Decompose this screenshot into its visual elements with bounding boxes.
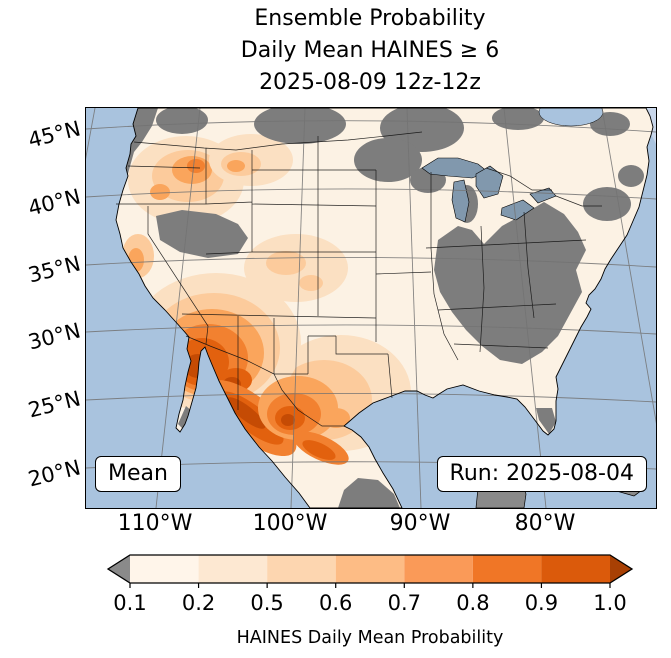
lat-tick-label-20n: 20°N bbox=[25, 455, 83, 492]
colorbar-caption: HAINES Daily Mean Probability bbox=[236, 628, 504, 648]
colorbar-tick-label: 0.8 bbox=[456, 591, 490, 615]
graticule bbox=[86, 108, 656, 508]
colorbar-segment bbox=[541, 555, 610, 583]
colorbar-segment bbox=[198, 555, 268, 583]
figure-title-line3: 2025-08-09 12z-12z bbox=[259, 70, 481, 95]
colorbar-segment bbox=[472, 555, 542, 583]
map-canvas bbox=[85, 107, 657, 509]
colorbar-tick-label: 1.0 bbox=[593, 591, 627, 615]
colorbar-segment bbox=[335, 555, 405, 583]
figure-title-line1: Ensemble Probability bbox=[254, 6, 486, 31]
colorbar-tick-label: 0.1 bbox=[113, 591, 147, 615]
colorbar bbox=[106, 554, 634, 588]
colorbar-tick-label: 0.5 bbox=[250, 591, 284, 615]
lon-tick-label-100w: 100°W bbox=[252, 511, 328, 536]
colorbar-segment bbox=[130, 555, 199, 583]
lon-tick-label-90w: 90°W bbox=[389, 511, 451, 536]
figure-title-line2: Daily Mean HAINES ≥ 6 bbox=[240, 38, 500, 63]
lat-tick-label-25n: 25°N bbox=[25, 386, 83, 423]
map-svg bbox=[86, 108, 656, 508]
run-date-badge: Run: 2025-08-04 bbox=[436, 456, 647, 492]
colorbar-tick-label: 0.6 bbox=[318, 591, 353, 615]
colorbar-segment bbox=[404, 555, 473, 583]
lat-tick-label-35n: 35°N bbox=[25, 251, 83, 288]
colorbar-over-arrow bbox=[610, 555, 632, 583]
state-borders bbox=[116, 131, 602, 427]
colorbar-tick-label: 0.2 bbox=[181, 591, 216, 615]
colorbar-under-arrow bbox=[108, 555, 130, 583]
masked-gray-regions bbox=[116, 108, 644, 508]
colorbar-segment bbox=[267, 555, 336, 583]
lat-tick-label-40n: 40°N bbox=[25, 184, 83, 221]
colorbar-tick-label: 0.7 bbox=[387, 591, 421, 615]
mean-badge: Mean bbox=[95, 456, 181, 492]
colorbar-tick-label: 0.9 bbox=[524, 591, 559, 615]
lon-tick-label-80w: 80°W bbox=[514, 511, 576, 536]
lat-tick-label-45n: 45°N bbox=[25, 116, 83, 153]
lat-tick-label-30n: 30°N bbox=[25, 318, 83, 355]
colorbar-ticks bbox=[129, 583, 611, 588]
lon-tick-label-110w: 110°W bbox=[117, 511, 193, 536]
